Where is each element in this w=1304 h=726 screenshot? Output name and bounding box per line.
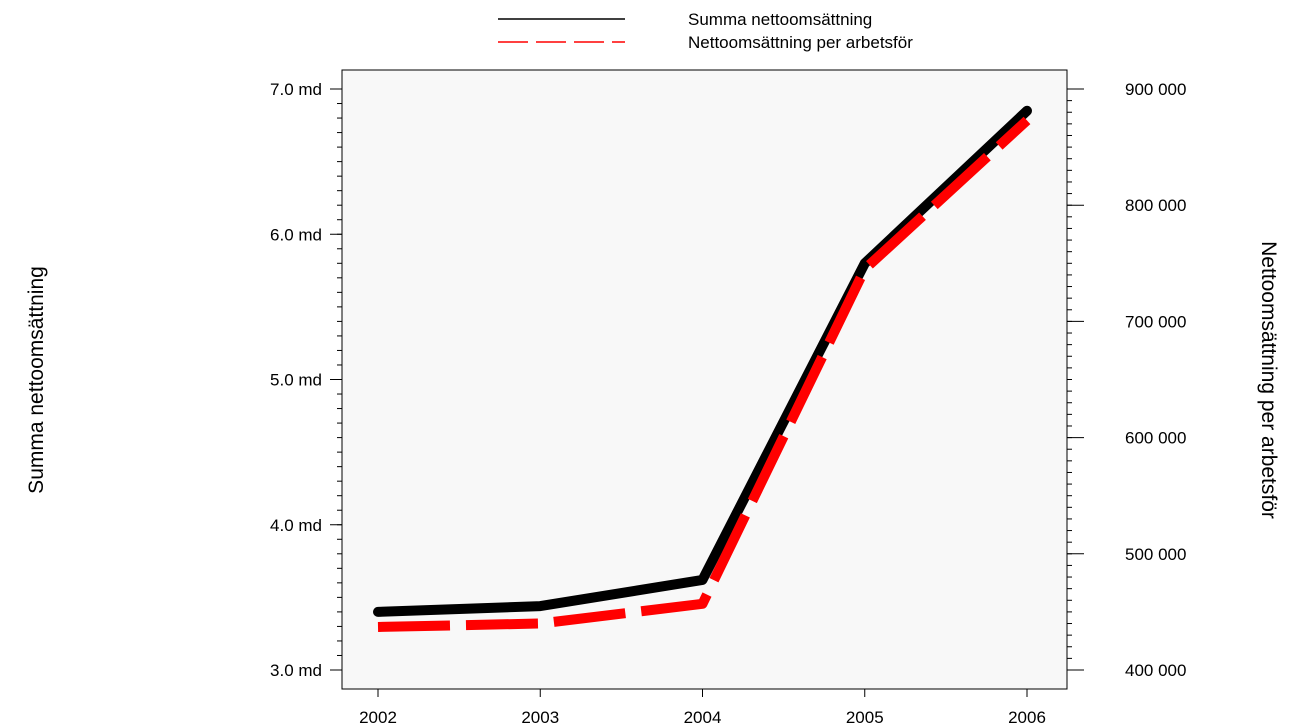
x-tick-label: 2005 — [846, 708, 884, 726]
x-tick-label: 2004 — [684, 708, 722, 726]
x-tick-label: 2006 — [1008, 708, 1046, 726]
series-layer — [373, 105, 1032, 632]
legend-label-1: Summa nettoomsättning — [688, 10, 872, 29]
left-tick-label: 3.0 md — [270, 661, 322, 680]
right-tick-label: 400 000 — [1125, 661, 1186, 680]
legend: Summa nettoomsättning Nettoomsättning per… — [498, 10, 913, 52]
left-tick-label: 6.0 md — [270, 225, 322, 244]
x-tick-label: 2003 — [521, 708, 559, 726]
right-tick-label: 500 000 — [1125, 545, 1186, 564]
right-tick-label: 700 000 — [1125, 312, 1186, 331]
right-tick-label: 900 000 — [1125, 80, 1186, 99]
right-axis-title: Nettoomsättning per arbetsför — [1257, 241, 1280, 519]
series-line-1 — [373, 105, 1032, 617]
left-tick-label: 5.0 md — [270, 371, 322, 390]
x-tick-label: 2002 — [359, 708, 397, 726]
left-axis-title: Summa nettoomsättning — [25, 266, 48, 494]
left-tick-label: 7.0 md — [270, 80, 322, 99]
right-tick-label: 600 000 — [1125, 429, 1186, 448]
right-axis: 400 000 500 000 600 000 700 000 800 000 900 0… — [1067, 80, 1186, 680]
left-axis: 3.0 md 4.0 md 5.0 md 6.0 md 7.0 md — [270, 80, 342, 680]
right-tick-label: 800 000 — [1125, 196, 1186, 215]
legend-label-2: Nettoomsättning per arbetsför — [688, 33, 913, 52]
left-tick-label: 4.0 md — [270, 516, 322, 535]
series-line-2 — [377, 116, 1031, 632]
x-axis: 2002 2003 2004 2005 2006 — [359, 689, 1046, 726]
